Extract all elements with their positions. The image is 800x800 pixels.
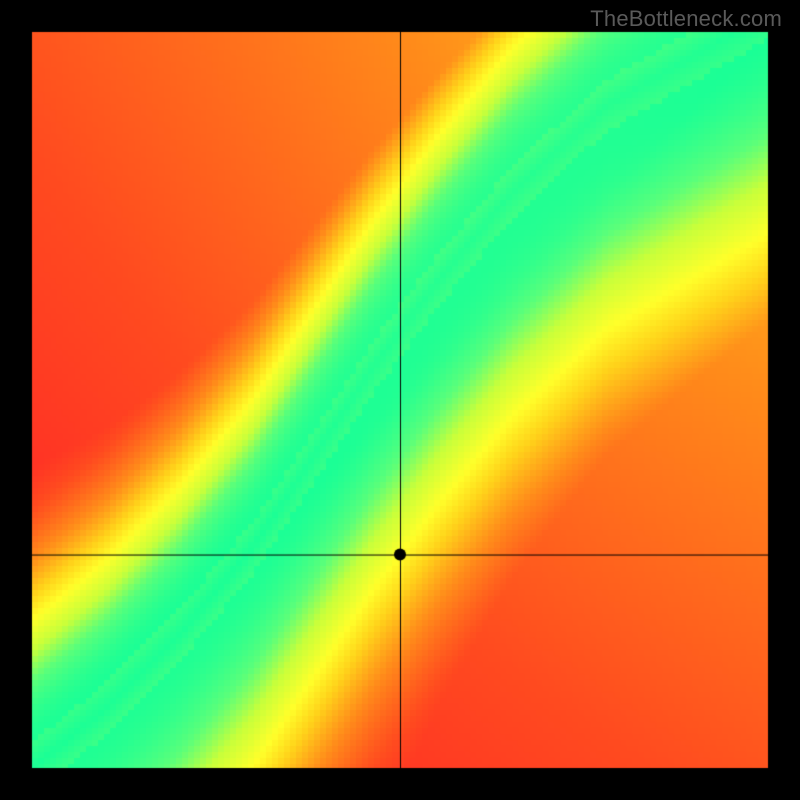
chart-container: TheBottleneck.com <box>0 0 800 800</box>
watermark-label: TheBottleneck.com <box>590 6 782 32</box>
heatmap-canvas <box>0 0 800 800</box>
